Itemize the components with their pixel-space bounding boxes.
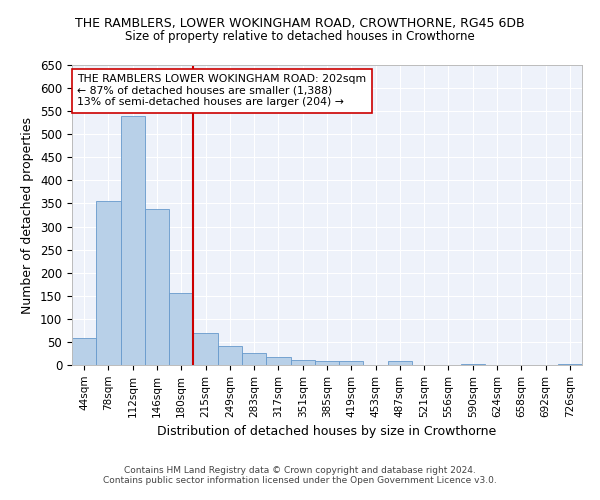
Bar bbox=[72, 338, 96, 365]
Text: THE RAMBLERS LOWER WOKINGHAM ROAD: 202sqm
← 87% of detached houses are smaller (: THE RAMBLERS LOWER WOKINGHAM ROAD: 202sq… bbox=[77, 74, 366, 107]
Bar bbox=[339, 361, 364, 365]
Bar bbox=[315, 362, 339, 365]
Bar bbox=[121, 116, 145, 365]
Bar bbox=[388, 362, 412, 365]
Text: Contains HM Land Registry data © Crown copyright and database right 2024.
Contai: Contains HM Land Registry data © Crown c… bbox=[103, 466, 497, 485]
Bar bbox=[558, 364, 582, 365]
Bar bbox=[242, 354, 266, 365]
Bar bbox=[193, 332, 218, 365]
Y-axis label: Number of detached properties: Number of detached properties bbox=[22, 116, 34, 314]
Bar bbox=[169, 292, 193, 365]
Bar bbox=[218, 346, 242, 365]
Bar bbox=[145, 210, 169, 365]
Bar bbox=[96, 201, 121, 365]
Bar bbox=[290, 360, 315, 365]
Text: Size of property relative to detached houses in Crowthorne: Size of property relative to detached ho… bbox=[125, 30, 475, 43]
Bar bbox=[461, 364, 485, 365]
Bar bbox=[266, 357, 290, 365]
X-axis label: Distribution of detached houses by size in Crowthorne: Distribution of detached houses by size … bbox=[157, 425, 497, 438]
Text: THE RAMBLERS, LOWER WOKINGHAM ROAD, CROWTHORNE, RG45 6DB: THE RAMBLERS, LOWER WOKINGHAM ROAD, CROW… bbox=[75, 18, 525, 30]
